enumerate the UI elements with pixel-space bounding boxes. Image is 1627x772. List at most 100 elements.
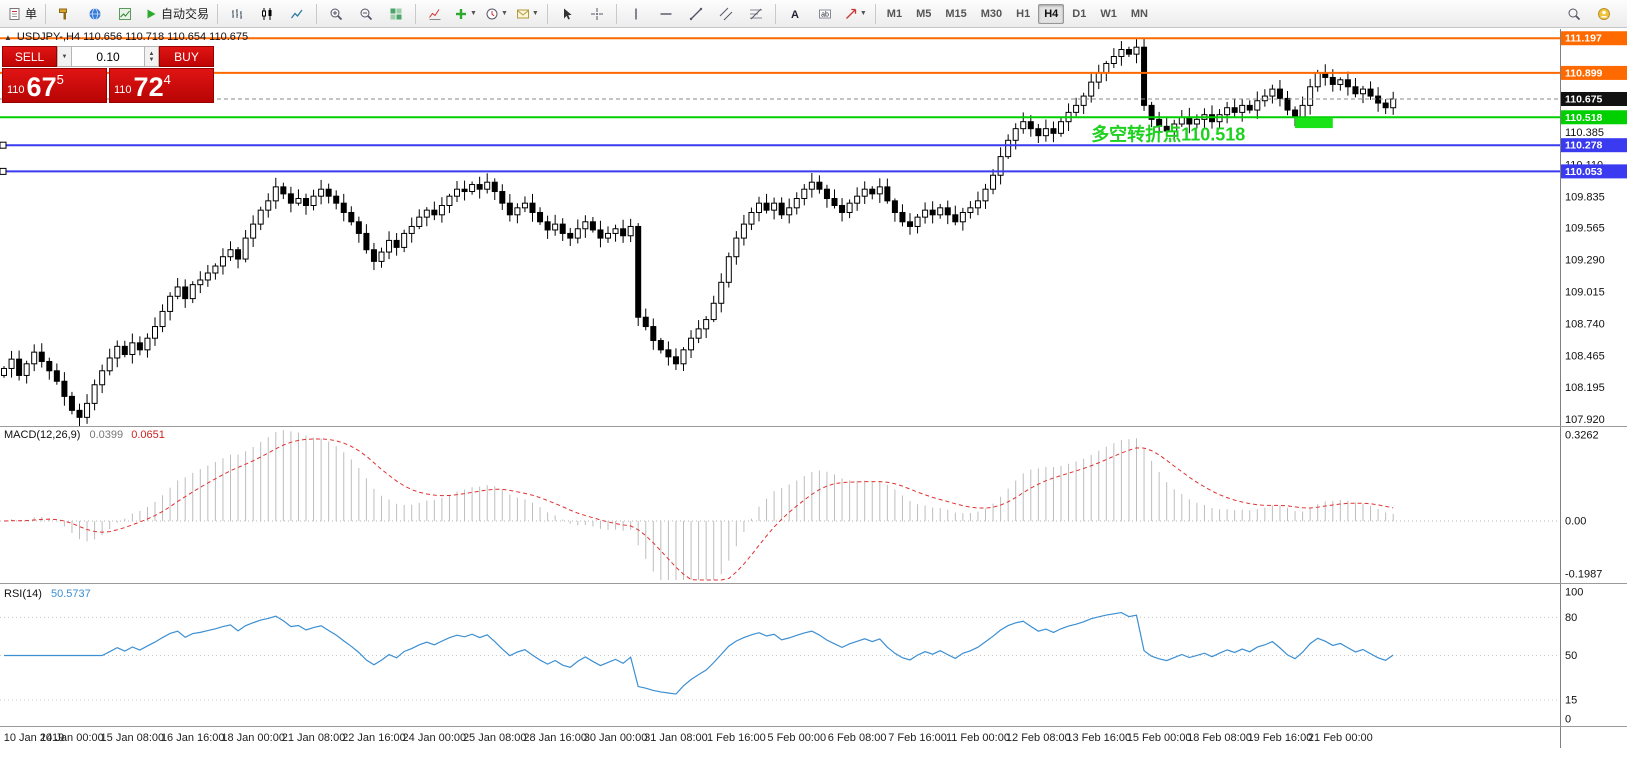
zoom-in-button[interactable] <box>322 2 350 26</box>
profiles-button[interactable] <box>111 2 139 26</box>
text-button[interactable]: A <box>781 2 809 26</box>
community-icon <box>1598 7 1610 20</box>
buy-price-button[interactable]: 110 72 4 <box>109 68 214 103</box>
text-icon: A <box>791 9 799 21</box>
candle <box>1322 64 1329 86</box>
zoom-out-button[interactable] <box>352 2 380 26</box>
timeframe-m1[interactable]: M1 <box>886 7 903 20</box>
alerts-button[interactable]: ▼ <box>513 2 542 26</box>
candle <box>839 198 846 222</box>
text-label-button[interactable]: ab <box>811 2 839 26</box>
candle <box>529 193 536 222</box>
one-click-collapse-icon[interactable]: ▲ <box>4 32 12 42</box>
market-browser-button[interactable] <box>81 2 109 26</box>
fibonacci-button[interactable] <box>742 2 770 26</box>
timeframe-m5[interactable]: M5 <box>916 7 932 20</box>
sell-price-button[interactable]: 110 67 5 <box>2 68 107 103</box>
candle <box>144 333 151 358</box>
community-button[interactable] <box>1590 2 1618 26</box>
candle <box>672 348 679 371</box>
candle <box>1110 48 1117 69</box>
new-order-button[interactable]: 单 <box>5 2 40 26</box>
candle <box>348 206 355 226</box>
timeframe-d1[interactable]: D1 <box>1072 7 1087 20</box>
lot-size-input[interactable] <box>72 47 144 66</box>
arrows-button[interactable]: ▼ <box>841 2 870 26</box>
chevron-down-icon: ▼ <box>859 10 867 17</box>
trendline-button[interactable] <box>682 2 710 26</box>
candle <box>786 198 793 224</box>
symbol-header: ▲ USDJPY-,H4 110.656 110.718 110.654 110… <box>4 31 248 43</box>
periods-button[interactable]: ▼ <box>482 2 511 26</box>
candle <box>1125 46 1132 58</box>
bar-chart-button[interactable] <box>223 2 251 26</box>
candle <box>725 252 732 288</box>
candle <box>167 292 174 321</box>
toolbar-right-group <box>1559 2 1619 26</box>
buy-button[interactable]: BUY <box>159 46 214 67</box>
profile-icon <box>119 7 132 20</box>
timeframe-w1[interactable]: W1 <box>1100 7 1117 20</box>
candle <box>1088 73 1095 103</box>
candle <box>136 336 143 356</box>
candle <box>91 379 98 411</box>
time-axis-label: 5 Feb 00:00 <box>767 732 826 744</box>
timeframe-mn[interactable]: MN <box>1130 7 1148 20</box>
equidistant-channel-button[interactable] <box>712 2 740 26</box>
sell-button[interactable]: SELL <box>2 46 57 67</box>
bars-icon <box>232 8 243 19</box>
candle <box>152 317 158 346</box>
price-badge: 110.053 <box>1561 164 1627 179</box>
vertical-line-button[interactable] <box>622 2 650 26</box>
lot-stepper[interactable]: ▲ ▼ <box>144 46 159 67</box>
horizontal-line-object[interactable] <box>0 141 1560 149</box>
candles-icon <box>262 7 272 20</box>
candle <box>340 193 347 222</box>
tools-button[interactable] <box>51 2 79 26</box>
hline-icon <box>660 12 672 15</box>
add-indicator-button[interactable]: ▼ <box>451 2 480 26</box>
candle <box>620 219 627 243</box>
svg-text:110.278: 110.278 <box>1565 140 1603 152</box>
candle <box>597 220 604 248</box>
macd-axis-label: 0.3262 <box>1565 430 1599 442</box>
candle <box>1375 87 1382 112</box>
candle <box>605 226 611 243</box>
candle <box>1118 41 1125 66</box>
line-handle[interactable] <box>0 167 7 175</box>
line-handle[interactable] <box>0 141 7 149</box>
candle <box>68 391 75 415</box>
candle <box>363 224 370 254</box>
time-axis-label: 18 Jan 00:00 <box>221 732 285 744</box>
lot-dropdown-button[interactable]: ▼ <box>57 46 72 67</box>
candle <box>182 279 189 308</box>
tile-windows-button[interactable] <box>382 2 410 26</box>
crosshair-button[interactable] <box>583 2 611 26</box>
buy-price-big: 72 <box>133 72 164 102</box>
candle <box>242 230 249 263</box>
auto-trading-button[interactable]: 自动交易 <box>141 2 212 26</box>
candle <box>491 178 498 201</box>
play-icon <box>147 9 156 18</box>
shapes-icon <box>845 8 856 19</box>
candle <box>53 363 60 385</box>
price-badge: 110.675 <box>1561 91 1627 106</box>
macd-signal-line <box>3 438 1394 581</box>
timeframe-m15[interactable]: M15 <box>945 7 967 20</box>
search-button[interactable] <box>1560 2 1588 26</box>
line-chart-button[interactable] <box>283 2 311 26</box>
candle <box>567 227 574 246</box>
timeframe-m30[interactable]: M30 <box>980 7 1003 20</box>
candle <box>1133 39 1140 64</box>
candle <box>189 281 196 304</box>
horizontal-line-button[interactable] <box>652 2 680 26</box>
timeframe-h1[interactable]: H1 <box>1016 7 1031 20</box>
candle <box>99 364 106 394</box>
timeframe-h4[interactable]: H4 <box>1038 3 1065 24</box>
indicators-button[interactable] <box>421 2 449 26</box>
horizontal-line-object[interactable] <box>0 167 1560 175</box>
cursor-button[interactable] <box>553 2 581 26</box>
candlestick-chart-button[interactable] <box>253 2 281 26</box>
